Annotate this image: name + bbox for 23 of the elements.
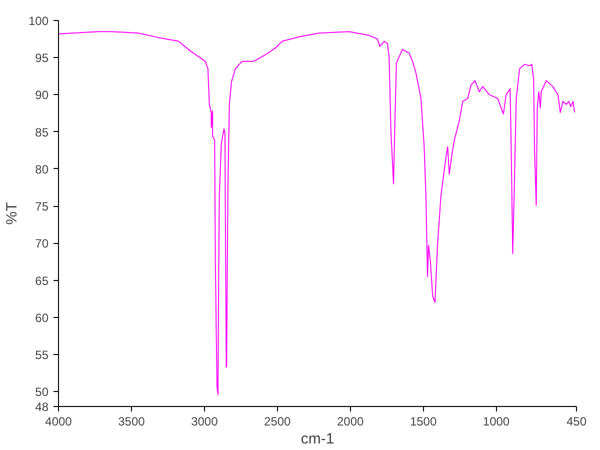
x-tick-label: 3500 <box>118 414 146 428</box>
x-tick-label: 450 <box>566 414 587 428</box>
y-tick-label: 70 <box>35 236 49 251</box>
x-tick-label: 1000 <box>482 414 510 428</box>
y-tick-label: 65 <box>35 274 49 288</box>
x-tick-label: 4000 <box>45 414 72 428</box>
y-tick-label: 85 <box>35 125 49 140</box>
line-series <box>58 31 576 396</box>
y-tick-label: 95 <box>35 51 49 66</box>
y-tick-label: 90 <box>35 88 49 102</box>
y-tick-label: 48 <box>35 400 49 414</box>
x-tick-label: 2500 <box>264 414 292 428</box>
x-tick-label: 1500 <box>410 414 437 428</box>
x-axis-title: cm-1 <box>300 430 334 448</box>
y-tick-label: 60 <box>35 310 49 325</box>
x-tick-label: 2000 <box>336 414 364 428</box>
y-tick-label: 75 <box>35 200 49 214</box>
y-axis-title: %T <box>3 202 20 225</box>
y-tick-label: 100 <box>28 14 49 28</box>
x-tick-label: 3000 <box>191 414 218 428</box>
y-tick-label: 55 <box>35 348 49 362</box>
y-tick-label: 80 <box>35 162 49 176</box>
y-tick-label: 50 <box>35 385 49 400</box>
